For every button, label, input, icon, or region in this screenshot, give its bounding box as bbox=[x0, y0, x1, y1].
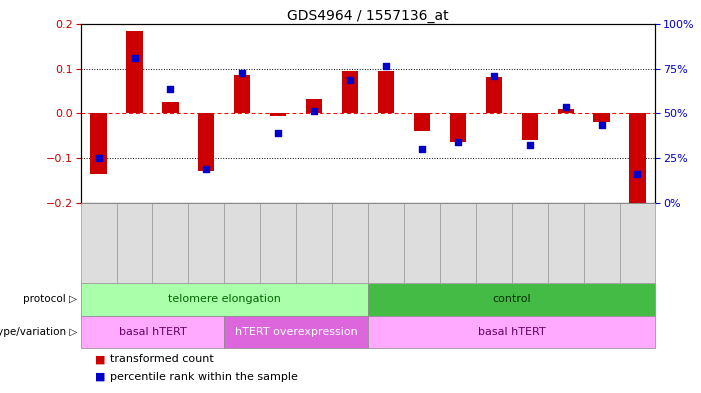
Text: GSM1019110: GSM1019110 bbox=[94, 205, 103, 266]
FancyBboxPatch shape bbox=[224, 316, 368, 348]
Text: GSM1019099: GSM1019099 bbox=[417, 205, 426, 266]
Text: GSM1019104: GSM1019104 bbox=[310, 205, 319, 266]
Text: genotype/variation ▷: genotype/variation ▷ bbox=[0, 327, 77, 337]
Text: GSM1019107: GSM1019107 bbox=[561, 205, 570, 266]
Point bbox=[381, 63, 392, 70]
Bar bbox=[557, 109, 573, 113]
Point bbox=[165, 86, 176, 92]
Text: transformed count: transformed count bbox=[110, 354, 214, 364]
Point bbox=[596, 121, 607, 128]
Text: GSM1019098: GSM1019098 bbox=[381, 205, 390, 266]
Text: GSM1019111: GSM1019111 bbox=[130, 205, 139, 266]
Text: GSM1019103: GSM1019103 bbox=[273, 205, 283, 266]
Point bbox=[237, 70, 248, 76]
FancyBboxPatch shape bbox=[81, 283, 368, 316]
Text: basal hTERT: basal hTERT bbox=[118, 327, 186, 337]
Point bbox=[452, 139, 463, 145]
Text: GSM1019113: GSM1019113 bbox=[202, 205, 211, 266]
FancyBboxPatch shape bbox=[81, 316, 224, 348]
Text: control: control bbox=[492, 294, 531, 305]
Point bbox=[524, 141, 536, 148]
Point bbox=[344, 77, 355, 83]
Bar bbox=[594, 113, 610, 122]
Text: GSM1019101: GSM1019101 bbox=[489, 205, 498, 266]
Text: telomere elongation: telomere elongation bbox=[168, 294, 281, 305]
Text: protocol ▷: protocol ▷ bbox=[23, 294, 77, 305]
Text: basal hTERT: basal hTERT bbox=[478, 327, 545, 337]
Bar bbox=[414, 113, 430, 131]
Bar bbox=[126, 31, 142, 113]
Point bbox=[416, 146, 428, 152]
Bar bbox=[629, 113, 646, 203]
Text: hTERT overexpression: hTERT overexpression bbox=[235, 327, 358, 337]
Point bbox=[93, 155, 104, 161]
Title: GDS4964 / 1557136_at: GDS4964 / 1557136_at bbox=[287, 9, 449, 23]
Text: GSM1019108: GSM1019108 bbox=[597, 205, 606, 266]
Bar bbox=[486, 77, 502, 113]
Bar bbox=[342, 71, 358, 113]
Text: GSM1019112: GSM1019112 bbox=[166, 205, 175, 266]
Bar bbox=[198, 113, 215, 171]
Point bbox=[488, 73, 499, 79]
Text: ■: ■ bbox=[95, 372, 105, 382]
Point bbox=[560, 103, 571, 110]
Bar bbox=[234, 75, 250, 113]
Bar bbox=[270, 113, 286, 116]
Text: ■: ■ bbox=[95, 354, 105, 364]
Bar bbox=[163, 102, 179, 113]
Text: GSM1019102: GSM1019102 bbox=[238, 205, 247, 266]
Text: GSM1019109: GSM1019109 bbox=[633, 205, 642, 266]
Bar bbox=[306, 99, 322, 113]
Text: GSM1019106: GSM1019106 bbox=[525, 205, 534, 266]
Bar bbox=[450, 113, 466, 142]
Text: GSM1019105: GSM1019105 bbox=[346, 205, 355, 266]
Point bbox=[632, 171, 643, 177]
Point bbox=[308, 108, 320, 114]
Bar bbox=[378, 71, 394, 113]
Point bbox=[200, 166, 212, 173]
Bar bbox=[90, 113, 107, 174]
Bar bbox=[522, 113, 538, 140]
Text: GSM1019100: GSM1019100 bbox=[454, 205, 463, 266]
Text: percentile rank within the sample: percentile rank within the sample bbox=[110, 372, 298, 382]
FancyBboxPatch shape bbox=[368, 316, 655, 348]
Point bbox=[129, 54, 140, 61]
Point bbox=[273, 130, 284, 137]
FancyBboxPatch shape bbox=[368, 283, 655, 316]
